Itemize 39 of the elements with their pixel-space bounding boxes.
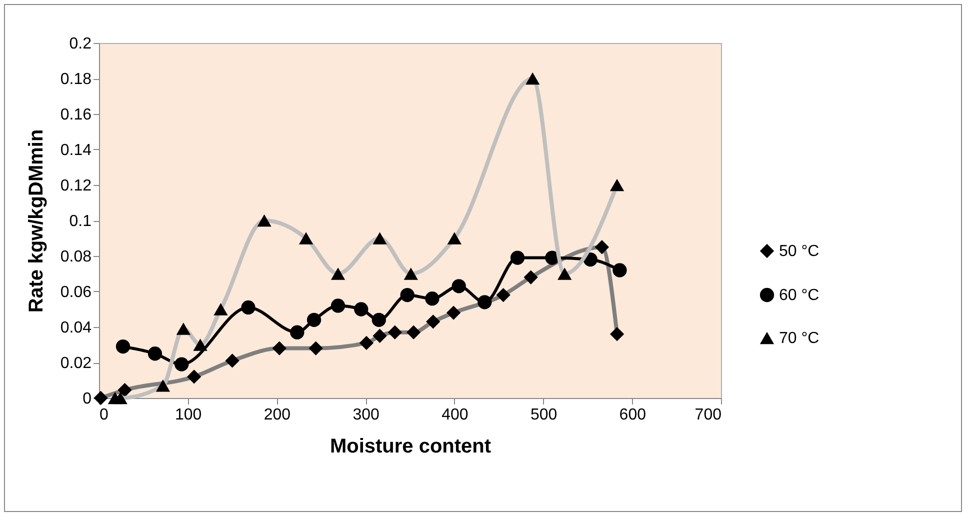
x-tick-label: 700 <box>694 406 722 424</box>
y-tick-label: 0.08 <box>60 248 92 266</box>
y-tick-label: 0.14 <box>60 142 92 159</box>
y-tick-label: 0.18 <box>60 71 92 88</box>
legend-label: 70 °C <box>779 330 820 347</box>
x-tick-label: 400 <box>442 406 468 424</box>
point <box>148 346 162 361</box>
x-tick-label: 100 <box>175 406 202 424</box>
y-axis-title: Rate kgw/kgDMmin <box>25 129 48 313</box>
y-tick-label: 0 <box>82 390 92 408</box>
point <box>372 312 386 327</box>
y-tick-label: 0.04 <box>60 320 92 336</box>
point <box>612 263 627 278</box>
point <box>452 279 466 294</box>
point <box>478 295 492 310</box>
point <box>510 250 525 265</box>
point <box>306 312 322 327</box>
point <box>241 300 256 315</box>
point <box>400 288 414 302</box>
point <box>116 339 130 354</box>
x-tick-label: 500 <box>530 406 558 424</box>
point <box>354 302 368 316</box>
point <box>330 298 346 313</box>
y-tick-label: 0.2 <box>69 36 92 52</box>
legend-label: 50 °C <box>779 243 820 260</box>
y-tick-label: 0.16 <box>60 106 92 124</box>
point <box>290 325 304 340</box>
y-tick-label: 0.12 <box>60 178 92 194</box>
y-tick-label: 0.1 <box>69 213 92 230</box>
y-tick-label: 0.06 <box>60 284 92 301</box>
x-axis-title: Moisture content <box>330 436 492 458</box>
x-tick-label: 0 <box>100 406 108 424</box>
point <box>425 292 440 306</box>
legend-label: 60 °C <box>779 287 820 304</box>
y-tick-label: 0.02 <box>60 355 92 372</box>
x-tick-label: 200 <box>264 406 291 424</box>
point <box>174 357 189 372</box>
x-tick-label: 300 <box>352 406 380 424</box>
x-tick-label: 600 <box>619 406 646 424</box>
